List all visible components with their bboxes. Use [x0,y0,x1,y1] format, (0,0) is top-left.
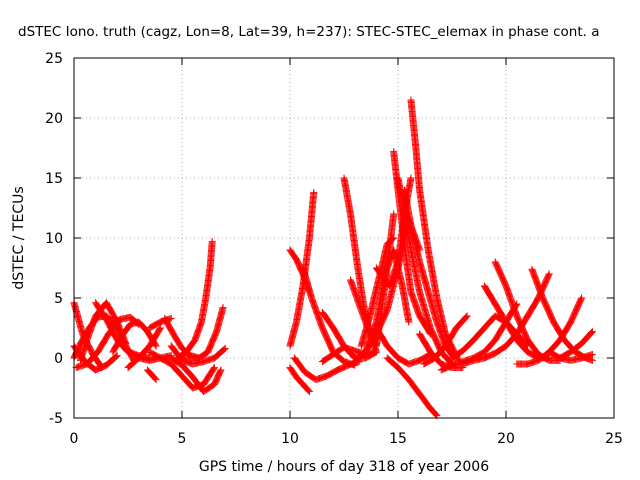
series-arc-04 [76,299,130,364]
data-point [431,410,439,418]
data-point [167,314,175,322]
x-tick-label: 5 [178,431,187,447]
axis-ticks: 0 5 10 15 20 25 -5 0 5 10 15 20 25 [45,51,623,447]
series-arc-19 [286,188,318,350]
data-point [588,329,596,337]
data-point [390,234,398,242]
data-point [432,411,440,419]
data-point [111,353,119,361]
data-point [305,387,313,395]
x-tick-label: 25 [605,431,623,447]
data-point [407,174,415,182]
data-point [405,318,413,326]
series-arc-15 [167,354,225,396]
series-arc-44 [491,258,564,364]
x-tick-label: 10 [281,431,299,447]
data-point [219,346,227,354]
x-tick-label: 20 [497,431,515,447]
series-arc-39 [420,312,471,368]
series-arc-47 [545,348,596,364]
x-axis-label: GPS time / hours of day 318 of year 2006 [199,459,489,475]
data-point [156,325,164,333]
series-arc-25 [340,174,380,356]
y-tick-label: -5 [49,411,63,427]
data-point [310,188,318,196]
data-point [208,238,216,246]
data-point [578,294,586,302]
data-point [390,210,398,218]
series-arc-05 [70,342,121,374]
series-arc-30 [372,324,434,368]
y-tick-label: 10 [45,231,63,247]
data-point [210,365,218,373]
series-arc-38 [416,330,467,372]
data-point [462,313,470,321]
data-point [156,324,164,332]
data-point [588,350,596,358]
series-arc-16 [174,238,216,362]
y-axis-label: dSTEC / TECUs [11,186,27,289]
data-point [305,388,313,396]
x-tick-label: 15 [389,431,407,447]
data-marks [70,96,596,420]
series-arc-12 [146,348,218,392]
series-arc-48 [556,328,596,362]
data-point [463,312,471,320]
y-tick-label: 20 [45,111,63,127]
series-arc-35 [407,96,462,364]
data-point [220,345,228,353]
data-point [588,356,596,364]
y-tick-label: 0 [54,351,63,367]
y-tick-label: 25 [45,51,63,67]
data-point [577,295,585,303]
data-point [545,270,553,278]
data-point [304,386,312,394]
data-point [152,342,160,350]
data-point [151,375,159,383]
series-arc-07 [109,318,160,356]
data-point [113,352,121,360]
data-point [221,344,229,352]
series-arc-11 [143,366,160,384]
data-point [112,352,120,360]
data-point [588,328,596,336]
data-point [219,304,227,312]
data-point [152,376,160,384]
series-arc-20 [286,364,313,396]
data-point [210,364,218,372]
plot-frame [73,57,615,419]
series-arc-36 [400,186,458,362]
x-tick-label: 0 [70,431,79,447]
chart-title: dSTEC Iono. truth (cagz, Lon=8, Lat=39, … [18,24,600,40]
data-point [545,271,553,279]
series-arc-03 [72,313,143,372]
series-arc-17 [178,304,227,362]
data-point [217,366,225,374]
data-point [372,348,380,356]
y-tick-label: 5 [54,291,63,307]
y-tick-label: 15 [45,171,63,187]
data-point [389,235,397,243]
series-arc-37 [383,354,441,420]
